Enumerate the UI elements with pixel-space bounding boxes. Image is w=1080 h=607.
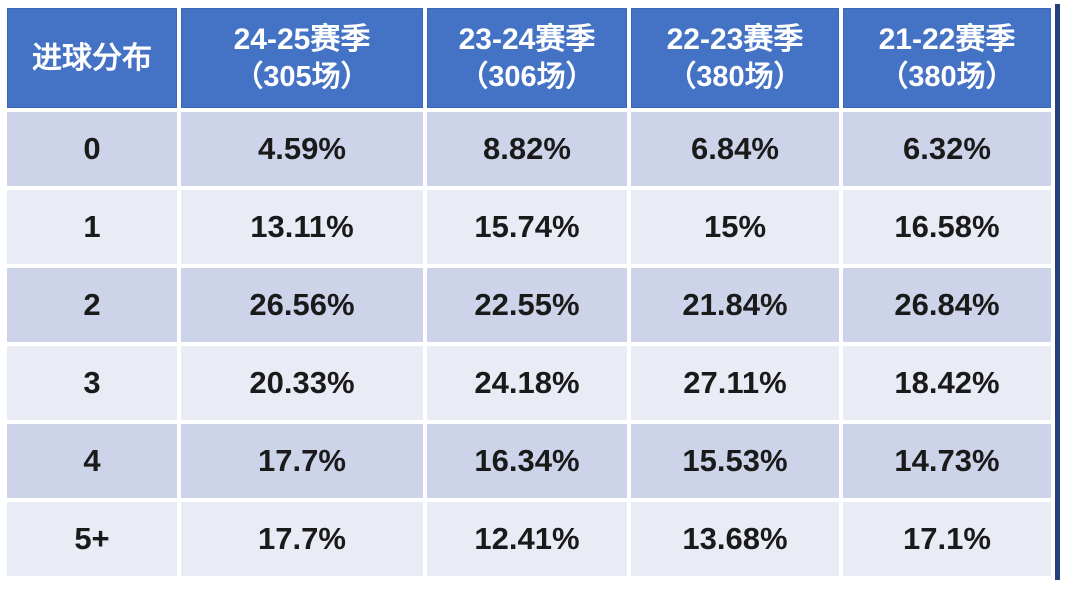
table-row-goals-4: 4 17.7% 16.34% 15.53% 14.73% — [7, 424, 1051, 498]
season-match-count: （380场） — [667, 60, 803, 93]
data-cell: 18.42% — [843, 346, 1051, 420]
data-cell: 27.11% — [631, 346, 839, 420]
season-match-count: （306场） — [459, 60, 595, 93]
data-cell: 15% — [631, 190, 839, 264]
data-cell: 14.73% — [843, 424, 1051, 498]
goal-distribution-table: 进球分布 24-25赛季 （305场） 23-24赛季 （306场） 22-23… — [3, 4, 1055, 580]
data-cell: 17.1% — [843, 502, 1051, 576]
data-cell: 17.7% — [181, 502, 423, 576]
data-cell: 16.58% — [843, 190, 1051, 264]
data-cell: 8.82% — [427, 112, 627, 186]
season-match-count: （380场） — [879, 60, 1015, 93]
season-title: 23-24赛季 — [458, 22, 596, 56]
table-row-goals-2: 2 26.56% 22.55% 21.84% 26.84% — [7, 268, 1051, 342]
row-label: 2 — [7, 268, 177, 342]
row-label: 4 — [7, 424, 177, 498]
data-cell: 6.32% — [843, 112, 1051, 186]
data-cell: 13.11% — [181, 190, 423, 264]
data-cell: 22.55% — [427, 268, 627, 342]
data-cell: 21.84% — [631, 268, 839, 342]
data-cell: 4.59% — [181, 112, 423, 186]
data-cell: 12.41% — [427, 502, 627, 576]
data-cell: 17.7% — [181, 424, 423, 498]
row-label: 5+ — [7, 502, 177, 576]
season-title: 22-23赛季 — [666, 22, 804, 56]
data-cell: 6.84% — [631, 112, 839, 186]
data-cell: 13.68% — [631, 502, 839, 576]
data-cell: 26.56% — [181, 268, 423, 342]
season-match-count: （305场） — [234, 60, 370, 93]
table-row-goals-0: 0 4.59% 8.82% 6.84% 6.32% — [7, 112, 1051, 186]
header-row: 进球分布 24-25赛季 （305场） 23-24赛季 （306场） 22-23… — [7, 8, 1051, 108]
data-cell: 15.74% — [427, 190, 627, 264]
table-row-goals-1: 1 13.11% 15.74% 15% 16.58% — [7, 190, 1051, 264]
corner-header: 进球分布 — [7, 8, 177, 108]
season-title: 21-22赛季 — [878, 22, 1016, 56]
column-header-season-24-25: 24-25赛季 （305场） — [181, 8, 423, 108]
row-label: 0 — [7, 112, 177, 186]
table-row-goals-5plus: 5+ 17.7% 12.41% 13.68% 17.1% — [7, 502, 1051, 576]
column-header-season-21-22: 21-22赛季 （380场） — [843, 8, 1051, 108]
season-title: 24-25赛季 — [233, 22, 371, 56]
data-cell: 20.33% — [181, 346, 423, 420]
data-cell: 24.18% — [427, 346, 627, 420]
column-header-season-23-24: 23-24赛季 （306场） — [427, 8, 627, 108]
column-header-season-22-23: 22-23赛季 （380场） — [631, 8, 839, 108]
goal-distribution-table-wrap: 进球分布 24-25赛季 （305场） 23-24赛季 （306场） 22-23… — [3, 4, 1060, 580]
data-cell: 26.84% — [843, 268, 1051, 342]
data-cell: 15.53% — [631, 424, 839, 498]
table-row-goals-3: 3 20.33% 24.18% 27.11% 18.42% — [7, 346, 1051, 420]
row-label: 3 — [7, 346, 177, 420]
row-label: 1 — [7, 190, 177, 264]
data-cell: 16.34% — [427, 424, 627, 498]
